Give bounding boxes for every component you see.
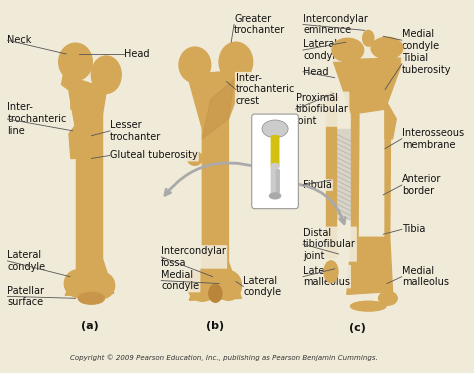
Text: Distal
tibiofibular
joint: Distal tibiofibular joint — [303, 228, 356, 261]
Text: Lateral
condyle: Lateral condyle — [243, 276, 282, 297]
Polygon shape — [65, 259, 114, 295]
Text: Tibial
tuberosity: Tibial tuberosity — [402, 53, 451, 75]
Ellipse shape — [271, 163, 279, 169]
Text: Medial
condyle: Medial condyle — [402, 29, 440, 51]
FancyBboxPatch shape — [271, 167, 277, 194]
Text: Greater
trochanter: Greater trochanter — [234, 14, 285, 35]
Ellipse shape — [363, 30, 374, 46]
Ellipse shape — [269, 193, 281, 199]
Ellipse shape — [179, 47, 211, 82]
Ellipse shape — [324, 261, 338, 283]
Ellipse shape — [219, 42, 253, 82]
Ellipse shape — [371, 37, 403, 59]
Polygon shape — [71, 85, 102, 109]
Polygon shape — [202, 119, 228, 266]
Text: Intercondylar
eminence: Intercondylar eminence — [303, 14, 368, 35]
Ellipse shape — [91, 56, 121, 93]
FancyBboxPatch shape — [276, 170, 279, 192]
Text: Tibia: Tibia — [402, 224, 425, 234]
Text: Patellar
surface: Patellar surface — [8, 286, 45, 307]
Text: (a): (a) — [81, 321, 99, 331]
Polygon shape — [347, 237, 392, 294]
Ellipse shape — [78, 292, 104, 304]
Text: Medial
malleolus: Medial malleolus — [402, 266, 449, 288]
Ellipse shape — [59, 43, 92, 81]
Text: Lateral
condyle: Lateral condyle — [303, 39, 341, 61]
Text: Anterior
border: Anterior border — [402, 174, 441, 196]
Ellipse shape — [351, 301, 386, 311]
Text: Head: Head — [303, 67, 328, 77]
Ellipse shape — [332, 38, 364, 62]
Text: Medial
condyle: Medial condyle — [161, 270, 200, 291]
Polygon shape — [385, 99, 396, 139]
Text: Copyright © 2009 Pearson Education, Inc., publishing as Pearson Benjamin Cumming: Copyright © 2009 Pearson Education, Inc.… — [70, 354, 378, 361]
Polygon shape — [76, 114, 102, 269]
Polygon shape — [69, 124, 76, 159]
Polygon shape — [202, 79, 234, 139]
Polygon shape — [326, 109, 336, 257]
Text: Inter-
trochanteric
crest: Inter- trochanteric crest — [236, 73, 295, 106]
Ellipse shape — [187, 151, 202, 165]
Polygon shape — [62, 75, 102, 97]
Ellipse shape — [187, 270, 217, 301]
Polygon shape — [189, 262, 241, 300]
Text: Neck: Neck — [8, 35, 32, 45]
Polygon shape — [333, 58, 404, 114]
Ellipse shape — [209, 285, 222, 302]
Ellipse shape — [262, 120, 288, 138]
Text: Intercondylar
fossa: Intercondylar fossa — [161, 246, 226, 268]
Ellipse shape — [379, 291, 397, 305]
FancyBboxPatch shape — [271, 136, 279, 167]
Text: Proximal
tibiofibular
joint: Proximal tibiofibular joint — [296, 93, 348, 126]
Polygon shape — [352, 114, 359, 237]
Polygon shape — [69, 79, 108, 134]
Ellipse shape — [64, 270, 92, 297]
Text: Lesser
trochanter: Lesser trochanter — [110, 120, 161, 142]
Polygon shape — [336, 129, 352, 217]
Text: Fibula: Fibula — [303, 180, 332, 190]
Text: Head: Head — [124, 49, 149, 59]
Ellipse shape — [324, 93, 338, 106]
Text: Gluteal tuberosity: Gluteal tuberosity — [110, 150, 198, 160]
Polygon shape — [385, 109, 391, 237]
Text: Lateral
malleolus: Lateral malleolus — [303, 266, 350, 288]
Ellipse shape — [215, 271, 241, 300]
Text: (c): (c) — [349, 323, 365, 333]
Text: (b): (b) — [206, 321, 224, 331]
Ellipse shape — [91, 273, 115, 298]
Text: Interosseous
membrane: Interosseous membrane — [402, 128, 464, 150]
FancyBboxPatch shape — [252, 114, 298, 209]
Polygon shape — [187, 70, 247, 129]
Text: Lateral
condyle: Lateral condyle — [8, 250, 46, 272]
Text: Inter-
trochanteric
line: Inter- trochanteric line — [8, 103, 67, 136]
